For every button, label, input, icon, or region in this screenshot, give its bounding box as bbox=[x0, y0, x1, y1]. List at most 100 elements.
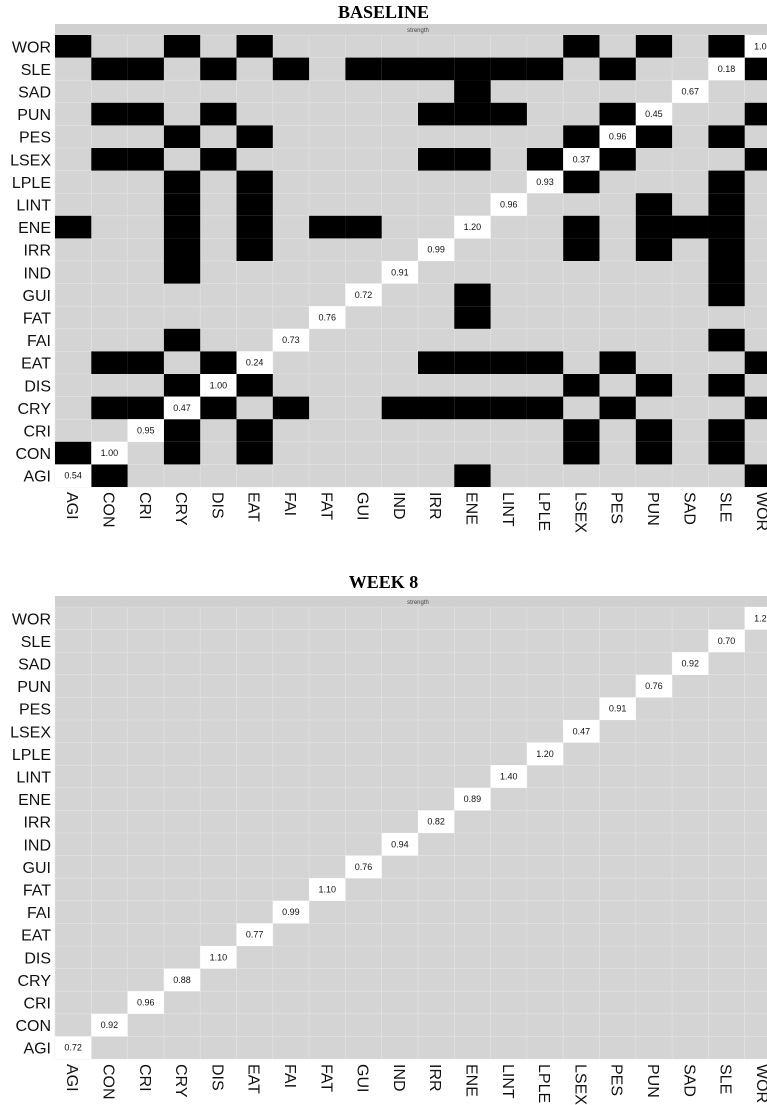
week8-heatmap: strength 0.72 0.92 0.96 0.88 1.10 0.77 0.99 1.10… bbox=[10, 596, 767, 1105]
edge-cell bbox=[272, 57, 310, 81]
diagonal-cell bbox=[526, 170, 564, 194]
edge-cell bbox=[200, 396, 237, 420]
edge-cell bbox=[163, 125, 201, 148]
baseline-panel: BASELINE strength 0.54 1.00 0.95 0.47 1.00 0.2… bbox=[0, 0, 767, 550]
strength-label: 0.99 bbox=[282, 907, 300, 917]
x-tick-label: CRI bbox=[136, 492, 153, 520]
diagonal-cell bbox=[200, 374, 237, 397]
strength-label: 0.92 bbox=[681, 659, 699, 669]
edge-cell bbox=[454, 396, 491, 420]
edge-cell bbox=[454, 283, 491, 307]
diagonal-cell bbox=[490, 765, 527, 788]
strength-label: 0.70 bbox=[718, 636, 736, 646]
edge-cell bbox=[454, 351, 491, 374]
diagonal-cell bbox=[454, 215, 491, 239]
x-tick-label: PUN bbox=[644, 1064, 661, 1098]
edge-cell bbox=[418, 148, 455, 171]
edge-cell bbox=[708, 441, 745, 465]
edge-cell bbox=[163, 441, 201, 465]
diagonal-cell bbox=[672, 80, 709, 103]
edge-cell bbox=[236, 170, 273, 194]
edge-cell bbox=[418, 102, 455, 126]
strip-header bbox=[55, 596, 767, 607]
edge-cell bbox=[635, 193, 673, 216]
x-tick-label: FAT bbox=[317, 1064, 334, 1092]
edge-cell bbox=[163, 261, 201, 284]
edge-cell bbox=[708, 215, 745, 239]
x-tick-label: IND bbox=[390, 1064, 407, 1092]
strength-label: 0.89 bbox=[464, 794, 482, 804]
edge-cell bbox=[163, 35, 201, 58]
strength-label: 0.77 bbox=[246, 930, 264, 940]
edge-cell bbox=[708, 283, 745, 307]
y-tick-label: SAD bbox=[18, 657, 51, 674]
y-tick-label: LSEX bbox=[10, 152, 51, 169]
y-tick-label: CRI bbox=[23, 996, 51, 1013]
y-tick-label: DIS bbox=[24, 950, 51, 967]
strength-label: 1.00 bbox=[210, 380, 228, 390]
diagonal-cell bbox=[599, 125, 636, 148]
edge-cell bbox=[744, 102, 767, 126]
edge-cell bbox=[55, 215, 92, 239]
edge-cell bbox=[744, 148, 767, 171]
edge-cell bbox=[381, 57, 418, 81]
x-tick-label: PES bbox=[608, 492, 625, 524]
y-tick-label: LINT bbox=[16, 198, 51, 215]
y-tick-label: PUN bbox=[17, 107, 51, 124]
diagonal-cell bbox=[418, 238, 455, 261]
edge-cell bbox=[635, 35, 673, 58]
edge-cell bbox=[490, 351, 527, 374]
edge-cell bbox=[236, 215, 273, 239]
strength-label: 0.18 bbox=[718, 64, 736, 74]
edge-cell bbox=[163, 193, 201, 216]
y-tick-label: ENE bbox=[18, 792, 51, 809]
x-tick-label: LPLE bbox=[535, 492, 552, 531]
x-tick-label: WOR bbox=[753, 1064, 767, 1103]
strength-label: 1.40 bbox=[500, 772, 518, 782]
edge-cell bbox=[599, 148, 636, 171]
edge-cell bbox=[127, 351, 164, 374]
diagonal-cell bbox=[127, 419, 164, 442]
edge-cell bbox=[418, 396, 455, 420]
strength-label: 0.45 bbox=[645, 109, 663, 119]
y-tick-label: PUN bbox=[17, 679, 51, 696]
edge-cell bbox=[526, 57, 564, 81]
edge-cell bbox=[163, 328, 201, 352]
edge-cell bbox=[163, 170, 201, 194]
strength-label: 1.20 bbox=[754, 613, 767, 623]
edge-cell bbox=[635, 419, 673, 442]
edge-cell bbox=[635, 125, 673, 148]
y-tick-label: ENE bbox=[18, 220, 51, 237]
x-tick-label: LINT bbox=[499, 492, 516, 527]
strength-label: 1.10 bbox=[318, 885, 336, 895]
edge-cell bbox=[708, 170, 745, 194]
strength-label: 0.95 bbox=[137, 426, 155, 436]
edge-cell bbox=[744, 464, 767, 487]
edge-cell bbox=[599, 396, 636, 420]
edge-cell bbox=[127, 102, 164, 126]
strength-label: 0.73 bbox=[282, 335, 300, 345]
edge-cell bbox=[91, 148, 128, 171]
chart-title-week8: WEEK 8 bbox=[348, 572, 419, 592]
y-tick-label: SAD bbox=[18, 85, 51, 102]
y-tick-label: LPLE bbox=[12, 747, 51, 764]
edge-cell bbox=[744, 57, 767, 81]
edge-cell bbox=[563, 419, 600, 442]
diagonal-cell bbox=[526, 742, 564, 766]
x-tick-label: LINT bbox=[499, 1064, 516, 1099]
x-tick-label: GUI bbox=[354, 1064, 371, 1092]
x-tick-label: CRY bbox=[172, 492, 189, 526]
strength-label: 0.88 bbox=[173, 975, 191, 985]
diagonal-cell bbox=[272, 900, 310, 924]
strength-label: 0.47 bbox=[173, 403, 191, 413]
edge-cell bbox=[708, 125, 745, 148]
edge-cell bbox=[454, 102, 491, 126]
edge-cell bbox=[200, 351, 237, 374]
edge-cell bbox=[127, 396, 164, 420]
edge-cell bbox=[163, 374, 201, 397]
strength-label: 0.54 bbox=[64, 471, 82, 481]
diagonal-cell bbox=[345, 283, 382, 307]
diagonal-cell bbox=[345, 855, 382, 879]
strength-label: 0.91 bbox=[609, 704, 627, 714]
edge-cell bbox=[563, 170, 600, 194]
